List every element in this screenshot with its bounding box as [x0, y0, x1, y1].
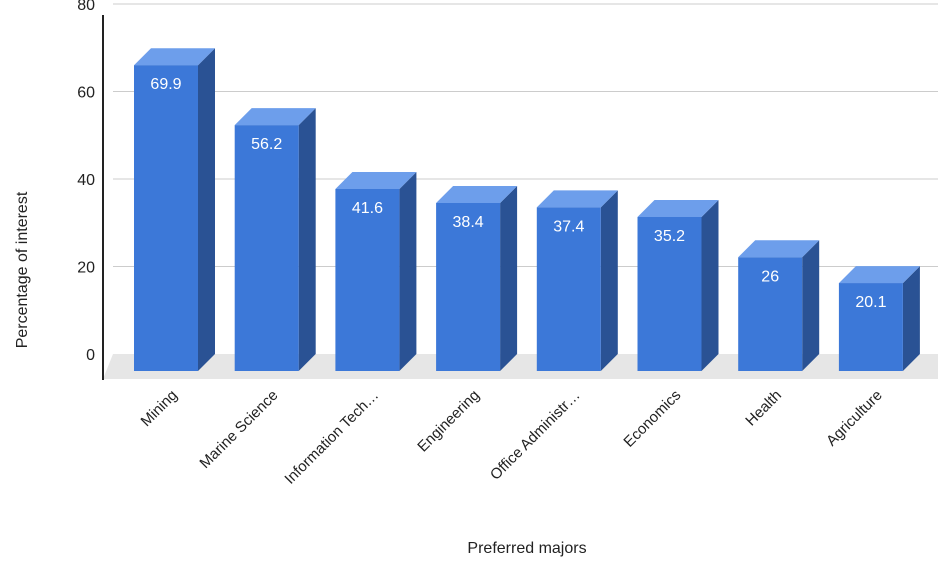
x-axis-category-labels: Mining Marine Science Information Tech… Eng… [138, 387, 886, 488]
bar-value-label: 37.4 [553, 218, 584, 235]
y-axis-title: Percentage of interest [14, 191, 31, 348]
x-axis-title: Preferred majors [467, 540, 586, 557]
bar-front [436, 203, 501, 371]
bar-side [298, 108, 316, 371]
bar-top [134, 48, 215, 66]
bar-value-label: 20.1 [855, 294, 886, 311]
y-tick-label: 0 [86, 347, 95, 364]
bar-top [335, 172, 417, 189]
bar: 37.4 [536, 190, 618, 371]
bar-side [802, 240, 820, 371]
bar-front [134, 65, 198, 371]
bar-front [335, 189, 400, 371]
bar: 56.2 [234, 108, 316, 371]
bar-top [536, 190, 618, 208]
y-tick-label: 20 [77, 260, 95, 277]
bar-value-label: 41.6 [352, 200, 383, 217]
y-tick-label: 60 [77, 85, 95, 102]
bar-front [637, 217, 702, 371]
x-category-label: Office Administr… [487, 387, 584, 484]
chart-floor [103, 354, 938, 379]
x-category-label: Mining [138, 387, 181, 430]
bar-value-label: 56.2 [251, 136, 282, 153]
bar: 26 [738, 240, 820, 371]
bar-top [436, 186, 518, 203]
bars: 69.9 56.2 41.6 38.4 37.4 35.2 26 20.1 [134, 48, 920, 371]
bar: 38.4 [436, 186, 518, 371]
bar-top [234, 108, 316, 126]
bar: 41.6 [335, 172, 417, 371]
bar-value-label: 26 [761, 268, 779, 285]
bar-side [600, 190, 618, 371]
y-tick-label: 40 [77, 172, 95, 189]
bar-front [838, 283, 903, 371]
bar-top [637, 200, 719, 217]
x-category-label: Agriculture [823, 387, 886, 450]
bar-top [838, 266, 920, 284]
x-category-label: Marine Science [196, 387, 281, 472]
x-category-label: Engineering [414, 387, 483, 456]
x-category-label: Information Tech… [281, 387, 382, 488]
y-axis-ticks: 0 20 40 60 80 [77, 0, 95, 364]
x-category-label: Economics [620, 387, 684, 451]
bar-value-label: 38.4 [453, 214, 484, 231]
bar-front [738, 257, 803, 371]
bar-side [399, 172, 417, 371]
bar-side [701, 200, 719, 371]
bar: 69.9 [134, 48, 215, 371]
bar-front [234, 125, 299, 371]
bar-value-label: 69.9 [150, 76, 181, 93]
y-tick-label: 80 [77, 0, 95, 14]
x-category-label: Health [742, 387, 785, 430]
bar-value-label: 35.2 [654, 228, 685, 245]
bar: 20.1 [838, 266, 920, 371]
bar-front [536, 207, 601, 371]
bar-side [500, 186, 518, 371]
bar: 35.2 [637, 200, 719, 371]
bar-side [198, 48, 215, 371]
bar-side [902, 266, 920, 371]
bar-top [738, 240, 820, 258]
